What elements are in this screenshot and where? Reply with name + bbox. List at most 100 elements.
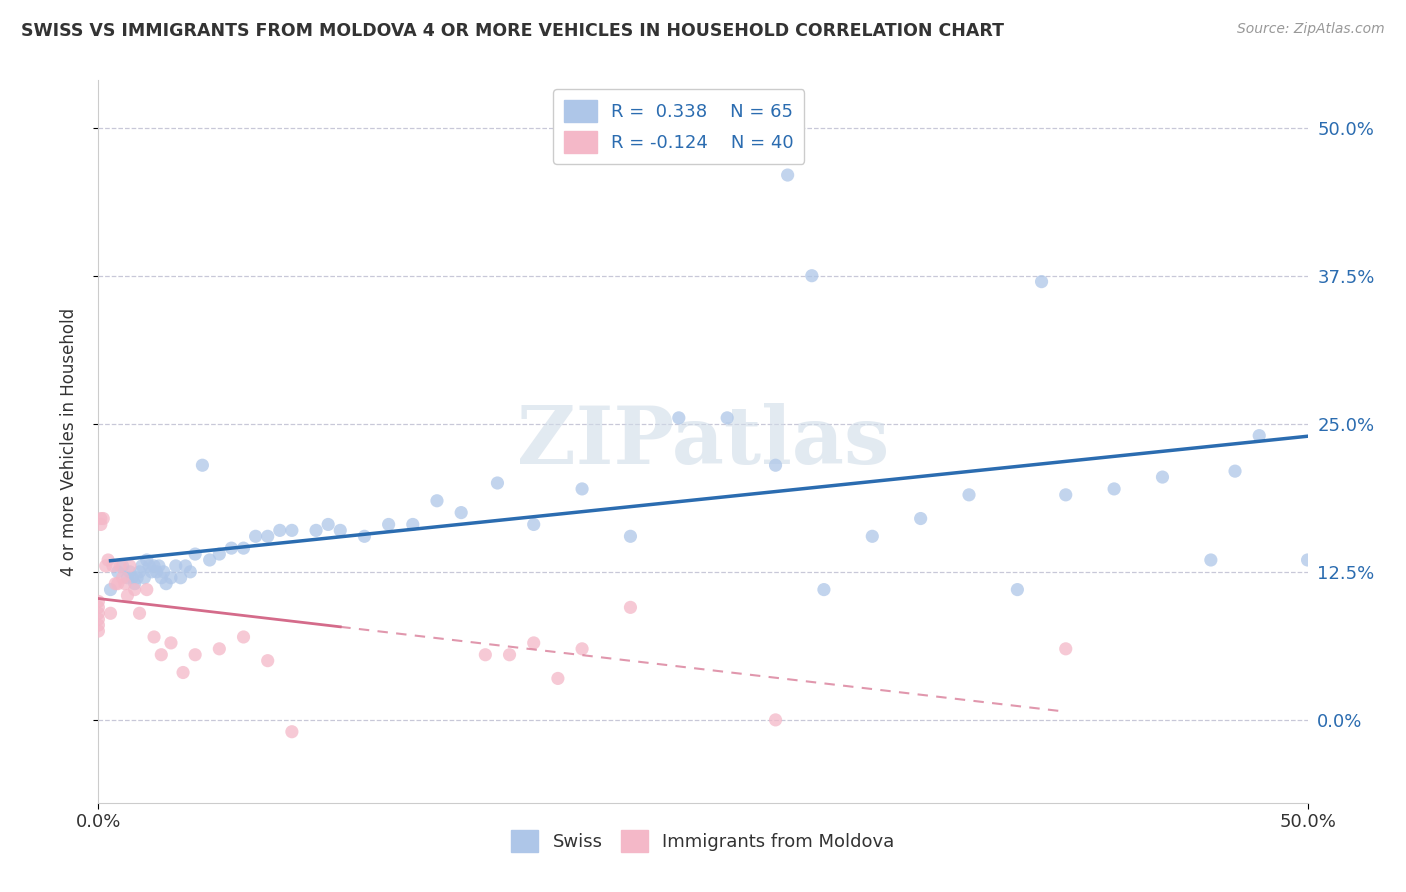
Point bbox=[547, 672, 569, 686]
Point bbox=[1296, 553, 1319, 567]
Point bbox=[208, 547, 231, 561]
Point bbox=[128, 565, 150, 579]
Point bbox=[571, 482, 593, 496]
Point bbox=[198, 553, 221, 567]
Point bbox=[245, 529, 267, 543]
Point bbox=[1054, 488, 1077, 502]
Point bbox=[111, 571, 134, 585]
Point bbox=[800, 268, 823, 283]
Point bbox=[131, 558, 153, 573]
Point bbox=[160, 636, 183, 650]
Point bbox=[668, 410, 690, 425]
Point bbox=[165, 558, 187, 573]
Point bbox=[450, 506, 472, 520]
Point bbox=[1007, 582, 1029, 597]
Point bbox=[776, 168, 799, 182]
Point bbox=[87, 607, 110, 621]
Point bbox=[910, 511, 932, 525]
Point bbox=[1249, 428, 1271, 442]
Point bbox=[765, 458, 787, 473]
Point bbox=[1054, 641, 1077, 656]
Point bbox=[148, 558, 170, 573]
Point bbox=[135, 582, 157, 597]
Point bbox=[94, 558, 117, 573]
Point bbox=[97, 553, 120, 567]
Point bbox=[90, 511, 112, 525]
Point bbox=[184, 648, 207, 662]
Point bbox=[179, 565, 201, 579]
Point bbox=[100, 607, 122, 621]
Point bbox=[91, 511, 114, 525]
Point bbox=[87, 600, 110, 615]
Text: SWISS VS IMMIGRANTS FROM MOLDOVA 4 OR MORE VEHICLES IN HOUSEHOLD CORRELATION CHA: SWISS VS IMMIGRANTS FROM MOLDOVA 4 OR MO… bbox=[21, 22, 1004, 40]
Point bbox=[143, 630, 166, 644]
Point bbox=[143, 558, 166, 573]
Point bbox=[87, 594, 110, 608]
Point bbox=[474, 648, 496, 662]
Point bbox=[1031, 275, 1053, 289]
Point bbox=[87, 612, 110, 626]
Point bbox=[619, 600, 641, 615]
Point bbox=[619, 529, 641, 543]
Y-axis label: 4 or more Vehicles in Household: 4 or more Vehicles in Household bbox=[59, 308, 77, 575]
Point bbox=[124, 582, 146, 597]
Point bbox=[118, 565, 141, 579]
Point bbox=[100, 582, 122, 597]
Point bbox=[256, 654, 278, 668]
Point bbox=[232, 541, 254, 556]
Point bbox=[316, 517, 339, 532]
Point bbox=[128, 607, 150, 621]
Point bbox=[138, 558, 160, 573]
Point bbox=[111, 558, 134, 573]
Point bbox=[523, 517, 546, 532]
Legend: Swiss, Immigrants from Moldova: Swiss, Immigrants from Moldova bbox=[505, 822, 901, 859]
Point bbox=[141, 565, 163, 579]
Point bbox=[118, 558, 141, 573]
Point bbox=[281, 724, 304, 739]
Point bbox=[571, 641, 593, 656]
Point bbox=[169, 571, 191, 585]
Point bbox=[191, 458, 214, 473]
Point bbox=[1199, 553, 1222, 567]
Point bbox=[174, 558, 197, 573]
Point bbox=[716, 410, 738, 425]
Point bbox=[1223, 464, 1246, 478]
Point bbox=[208, 641, 231, 656]
Point bbox=[957, 488, 980, 502]
Point bbox=[160, 571, 183, 585]
Point bbox=[281, 524, 304, 538]
Point bbox=[104, 576, 127, 591]
Point bbox=[305, 524, 328, 538]
Point bbox=[145, 565, 167, 579]
Point bbox=[426, 493, 449, 508]
Point bbox=[155, 576, 177, 591]
Point bbox=[101, 558, 124, 573]
Point bbox=[813, 582, 835, 597]
Point bbox=[134, 571, 156, 585]
Point bbox=[150, 648, 173, 662]
Point bbox=[117, 571, 139, 585]
Point bbox=[232, 630, 254, 644]
Point bbox=[150, 571, 173, 585]
Point bbox=[184, 547, 207, 561]
Point bbox=[486, 475, 509, 490]
Point bbox=[152, 565, 174, 579]
Point bbox=[1102, 482, 1125, 496]
Point bbox=[87, 624, 110, 638]
Point bbox=[1152, 470, 1174, 484]
Point bbox=[256, 529, 278, 543]
Point bbox=[124, 576, 146, 591]
Point bbox=[108, 558, 131, 573]
Point bbox=[377, 517, 399, 532]
Point bbox=[329, 524, 352, 538]
Point bbox=[765, 713, 787, 727]
Point bbox=[121, 571, 143, 585]
Point bbox=[353, 529, 375, 543]
Point bbox=[523, 636, 546, 650]
Point bbox=[127, 571, 149, 585]
Point bbox=[402, 517, 425, 532]
Point bbox=[860, 529, 883, 543]
Point bbox=[117, 589, 139, 603]
Text: Source: ZipAtlas.com: Source: ZipAtlas.com bbox=[1237, 22, 1385, 37]
Point bbox=[498, 648, 520, 662]
